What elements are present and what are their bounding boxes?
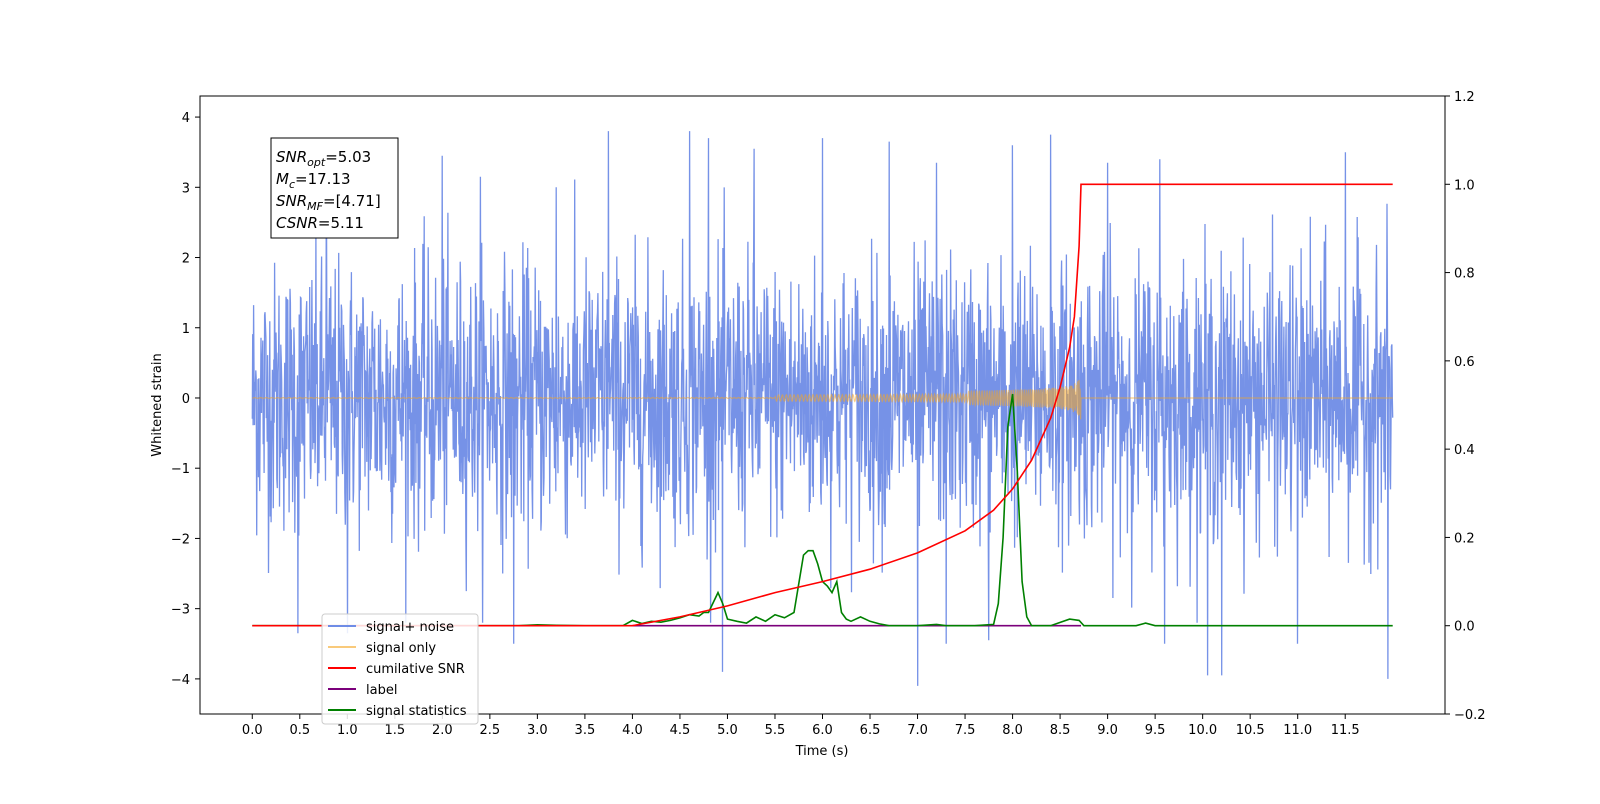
x-tick-label: 7.0 — [907, 723, 928, 738]
x-tick-label: 2.5 — [480, 723, 501, 738]
x-tick-label: 10.5 — [1236, 723, 1265, 738]
x-tick-label: 11.5 — [1331, 723, 1360, 738]
x-tick-label: 1.5 — [384, 723, 405, 738]
x-axis: 0.0 0.5 1.0 1.5 2.0 2.5 3.0 3.5 4.0 4.5 5.0 5.5 6.0 6… — [242, 714, 1360, 738]
y-right-tick-label: 0.0 — [1454, 620, 1475, 635]
y-right-tick-label: 0.4 — [1454, 443, 1475, 458]
x-tick-label: 1.0 — [337, 723, 358, 738]
y-right-tick-label: 1.2 — [1454, 90, 1475, 105]
series-signal-only-line — [252, 379, 1393, 420]
y-right-tick-label: 0.2 — [1454, 531, 1475, 546]
series-cumulative-snr-line — [252, 183, 1393, 627]
x-axis-label: Time (s) — [795, 744, 849, 759]
x-tick-label: 6.0 — [812, 723, 833, 738]
x-tick-label: 7.5 — [955, 723, 976, 738]
x-tick-label: 2.0 — [432, 723, 453, 738]
y-left-tick-label: −3 — [171, 603, 190, 618]
series-signal-noise-line — [251, 131, 1394, 686]
x-tick-label: 10.0 — [1188, 723, 1217, 738]
legend-label: cumilative SNR — [366, 662, 465, 677]
y-right-tick-label: 0.6 — [1454, 355, 1475, 370]
x-tick-label: 4.0 — [622, 723, 643, 738]
y-left-tick-label: 0 — [182, 392, 190, 407]
legend-frame — [321, 613, 479, 725]
y-left-tick-label: −4 — [171, 673, 190, 688]
x-tick-label: 0.5 — [289, 723, 310, 738]
y-left-tick-label: 2 — [182, 252, 190, 267]
x-tick-label: 11.0 — [1283, 723, 1312, 738]
x-tick-label: 0.0 — [242, 723, 263, 738]
series-signal-statistics-line — [252, 393, 1393, 627]
x-tick-label: 6.5 — [860, 723, 881, 738]
legend-label: label — [366, 683, 397, 698]
series-layer — [251, 131, 1394, 686]
y-left-tick-label: −1 — [171, 462, 190, 477]
y-right-tick-label: 1.0 — [1454, 178, 1475, 193]
y-left-tick-label: 4 — [182, 111, 190, 126]
stats-line: Mc=17.13 — [276, 170, 351, 191]
legend-label: signal only — [366, 641, 436, 656]
stats-line: SNRopt=5.03 — [276, 148, 371, 169]
y-axis-right: 1.2 1.0 0.8 0.6 0.4 0.2 0.0 −0.2 — [1445, 90, 1486, 723]
x-tick-label: 9.0 — [1097, 723, 1118, 738]
legend-label: signal+ noise — [366, 620, 454, 635]
x-tick-label: 9.5 — [1145, 723, 1166, 738]
y-left-tick-label: 3 — [182, 181, 190, 196]
x-tick-label: 5.0 — [717, 723, 738, 738]
x-tick-label: 8.5 — [1050, 723, 1071, 738]
y-right-tick-label: 0.8 — [1454, 267, 1475, 282]
x-tick-label: 4.5 — [670, 723, 691, 738]
x-tick-label: 3.0 — [527, 723, 548, 738]
x-tick-label: 5.5 — [765, 723, 786, 738]
stats-line: CSNR=5.11 — [276, 214, 364, 232]
stats-box-frame — [270, 137, 399, 239]
legend-label: signal statistics — [366, 704, 467, 719]
x-tick-label: 8.0 — [1002, 723, 1023, 738]
x-tick-label: 3.5 — [575, 723, 596, 738]
y-left-tick-label: 1 — [182, 322, 190, 337]
y-left-tick-label: −2 — [171, 532, 190, 547]
y-right-tick-label: −0.2 — [1454, 708, 1486, 723]
y-axis-label-left: Whitened strain — [150, 353, 165, 456]
y-axis-left: 4 3 2 1 0 −1 −2 −3 −4 — [171, 111, 200, 688]
stats-line: SNRMF=[4.71] — [276, 192, 381, 213]
legend: signal+ noise signal only cumilative SNR la… — [321, 613, 479, 725]
